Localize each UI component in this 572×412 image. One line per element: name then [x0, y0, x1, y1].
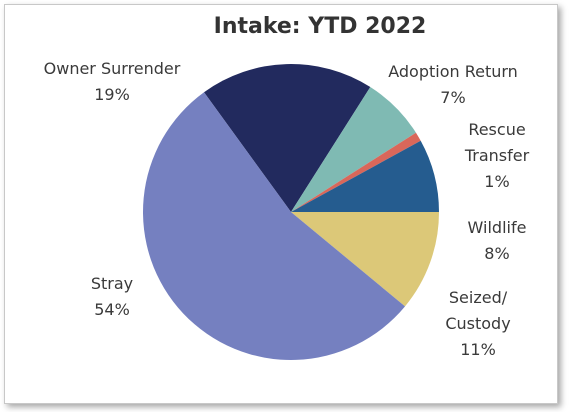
- chart-title: Intake: YTD 2022: [213, 14, 427, 39]
- slice-value: 7%: [440, 88, 466, 107]
- slice-value: 19%: [94, 85, 130, 104]
- slice-label: Stray: [90, 274, 134, 293]
- pie-slice: [142, 92, 406, 360]
- pie-slice: [291, 212, 440, 307]
- pie-slice: [291, 87, 416, 212]
- pie-slice: [291, 132, 421, 212]
- slice-value: 11%: [460, 340, 496, 359]
- slice-value: 8%: [484, 244, 510, 263]
- slice-label: Owner Surrender: [43, 59, 181, 78]
- slice-label: Seized/ Custody: [445, 288, 511, 333]
- slice-value: 1%: [484, 172, 510, 191]
- slice-value: 54%: [94, 300, 130, 319]
- pie-slice: [204, 63, 371, 212]
- slice-label: Wildlife: [467, 218, 527, 237]
- pie-slice: [291, 140, 440, 212]
- slice-label: Rescue Transfer: [464, 120, 530, 165]
- slice-label: Adoption Return: [388, 62, 518, 81]
